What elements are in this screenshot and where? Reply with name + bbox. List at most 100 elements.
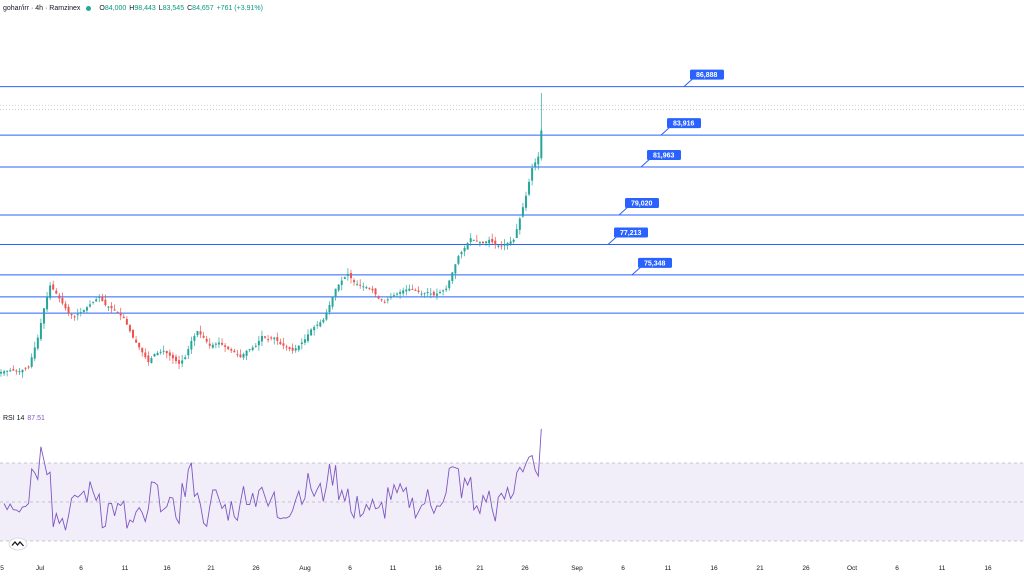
candle-body bbox=[58, 295, 61, 299]
candle-body bbox=[445, 288, 448, 291]
time-axis-label: 16 bbox=[434, 565, 442, 572]
candle-body bbox=[399, 291, 402, 294]
candle-body bbox=[174, 356, 177, 362]
candle-body bbox=[79, 312, 82, 314]
candle-body bbox=[291, 347, 294, 351]
candle-body bbox=[426, 291, 429, 294]
time-axis-label: 26 bbox=[252, 565, 260, 572]
candle-body bbox=[503, 244, 506, 246]
candle-body bbox=[328, 305, 331, 313]
candle-body bbox=[135, 339, 138, 343]
candle-body bbox=[463, 247, 466, 252]
candle-body bbox=[3, 371, 6, 374]
candle-body bbox=[199, 331, 202, 335]
symbol-title[interactable]: gohar/irr · 4h · Ramzinex bbox=[3, 4, 81, 12]
candle-body bbox=[353, 280, 356, 283]
market-status-icon bbox=[86, 5, 92, 11]
candle-body bbox=[365, 287, 368, 289]
candle-body bbox=[257, 340, 260, 346]
candle-body bbox=[282, 343, 285, 346]
candle-body bbox=[343, 277, 346, 280]
candle-body bbox=[132, 329, 135, 338]
candle-body bbox=[202, 335, 205, 338]
candle-body bbox=[515, 229, 518, 239]
candle-body bbox=[128, 325, 131, 332]
candle-body bbox=[386, 299, 389, 301]
candle-body bbox=[245, 350, 248, 356]
candle-body bbox=[537, 156, 540, 165]
candle-body bbox=[396, 293, 399, 295]
candle-body bbox=[420, 293, 423, 295]
candle-body bbox=[497, 245, 500, 247]
candle-body bbox=[392, 295, 395, 297]
candle-body bbox=[435, 293, 438, 296]
candle-body bbox=[362, 286, 365, 288]
candle-body bbox=[61, 297, 64, 304]
candle-body bbox=[242, 353, 245, 358]
candle-body bbox=[303, 339, 306, 343]
candle-body bbox=[524, 195, 527, 208]
candle-body bbox=[144, 352, 147, 358]
candle-body bbox=[377, 296, 380, 299]
candle-body bbox=[334, 288, 337, 298]
candle-body bbox=[205, 338, 208, 342]
candle-body bbox=[325, 312, 328, 320]
candle-body bbox=[528, 181, 531, 195]
candle-body bbox=[21, 369, 24, 373]
time-axis-label: 11 bbox=[390, 565, 397, 572]
candle-body bbox=[534, 162, 537, 168]
candle-body bbox=[159, 351, 162, 353]
level-label: 81,963 bbox=[653, 153, 675, 160]
candle-body bbox=[439, 291, 442, 293]
candle-body bbox=[340, 280, 343, 285]
time-axis-label: 16 bbox=[710, 565, 718, 572]
time-axis-label: Sep bbox=[571, 565, 583, 572]
chart-legend: gohar/irr · 4h · Ramzinex O84,000 H98,44… bbox=[3, 2, 266, 14]
candle-body bbox=[316, 324, 319, 326]
candle-body bbox=[153, 353, 156, 357]
rsi-legend[interactable]: RSI 14 87.51 bbox=[3, 415, 45, 422]
candle-body bbox=[512, 239, 515, 242]
rsi-value: 87.51 bbox=[27, 415, 45, 422]
candle-body bbox=[101, 296, 104, 301]
time-axis[interactable]: 5 Jul 6 11 16 21 26 Aug 6 11 16 21 26 Sep 6 11 16 21 26 Oct… bbox=[0, 565, 992, 572]
candle-body bbox=[485, 241, 488, 244]
candle-body bbox=[55, 290, 58, 294]
price-pane: 86,888 83,916 81,963 79,020 77,213 75,348 bbox=[0, 69, 1024, 378]
candle-body bbox=[454, 264, 457, 274]
candle-body bbox=[248, 349, 251, 351]
level-label-box bbox=[614, 227, 648, 238]
candle-body bbox=[147, 355, 150, 363]
candle-body bbox=[46, 296, 49, 310]
level-label-box bbox=[638, 257, 672, 268]
candle-body bbox=[500, 245, 503, 247]
candle-body bbox=[89, 304, 92, 307]
candle-body bbox=[49, 285, 52, 298]
candle-body bbox=[457, 256, 460, 264]
candle-body bbox=[156, 352, 159, 356]
rsi-title: RSI 14 bbox=[3, 415, 25, 422]
candle-body bbox=[92, 301, 95, 303]
candle-body bbox=[331, 296, 334, 307]
level-label: 79,020 bbox=[631, 201, 653, 208]
tradingview-logo-icon[interactable] bbox=[8, 537, 28, 551]
time-axis-label: 21 bbox=[756, 565, 764, 572]
candle-body bbox=[125, 318, 128, 325]
candle-body bbox=[319, 322, 322, 327]
candle-body bbox=[383, 301, 386, 303]
candle-body bbox=[411, 288, 414, 290]
candle-body bbox=[408, 288, 411, 291]
time-axis-label: 16 bbox=[984, 565, 992, 572]
candle-body bbox=[39, 322, 42, 340]
candle-body bbox=[165, 351, 168, 354]
candle-body bbox=[138, 342, 141, 348]
candle-body bbox=[122, 316, 125, 319]
candle-body bbox=[184, 357, 187, 360]
candle-body bbox=[460, 252, 463, 255]
candle-body bbox=[531, 168, 534, 181]
level-label-box bbox=[625, 198, 659, 209]
time-axis-label: Oct bbox=[847, 565, 857, 572]
candle-body bbox=[178, 360, 181, 364]
candle-body bbox=[113, 309, 116, 311]
